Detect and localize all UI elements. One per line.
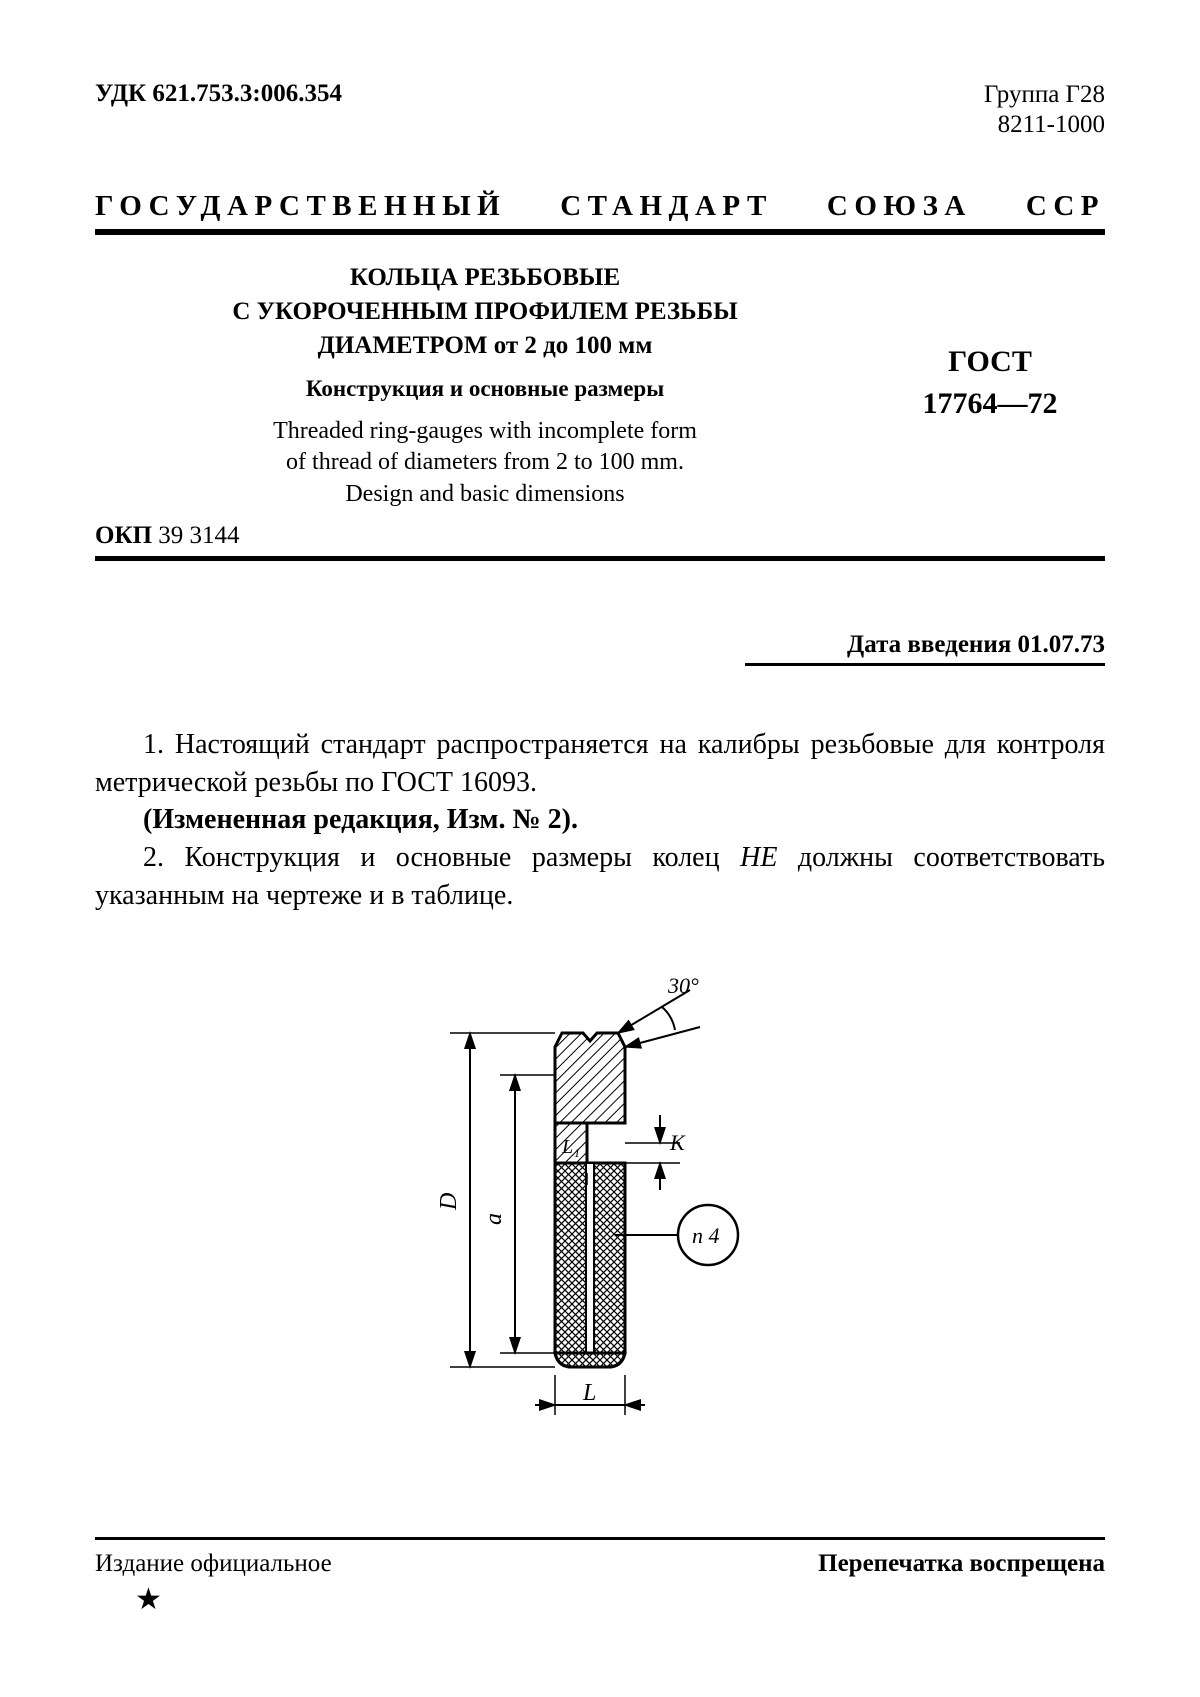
dim-D: D [436, 1033, 555, 1367]
dim-L-label: L [582, 1380, 596, 1406]
banner-rule [95, 229, 1105, 235]
callout-p4: п 4 [615, 1205, 738, 1265]
udk-label: УДК [95, 80, 146, 107]
body-text: 1. Настоящий стандарт распространяется н… [95, 726, 1105, 915]
ru-title: КОЛЬЦА РЕЗЬБОВЫЕ С УКОРОЧЕННЫМ ПРОФИЛЕМ … [107, 261, 863, 362]
okp-row: ОКП 39 3144 [95, 522, 1105, 550]
page: УДК 621.753.3:006.354 Группа Г28 8211-10… [0, 0, 1200, 1697]
banner-title: ГОСУДАРСТВЕННЫЙ СТАНДАРТ СОЮЗА ССР [95, 190, 1105, 223]
dim-L1-label: L₁ [561, 1136, 580, 1158]
footer-row: Издание официальное Перепечатка воспреще… [95, 1550, 1105, 1578]
footer-rule [95, 1537, 1105, 1540]
header-row: УДК 621.753.3:006.354 Группа Г28 8211-10… [95, 80, 1105, 140]
code-text: 8211-1000 [984, 110, 1105, 140]
star-icon: ★ [135, 1582, 1105, 1617]
para-1: 1. Настоящий стандарт распространяется н… [95, 726, 1105, 802]
subtitle: Конструкция и основные размеры [107, 376, 863, 402]
ru-title-line2: С УКОРОЧЕННЫМ ПРОФИЛЕМ РЕЗЬБЫ [107, 295, 863, 329]
dim-D-label: D [436, 1192, 462, 1210]
footer-left: Издание официальное [95, 1550, 332, 1578]
title-left: КОЛЬЦА РЕЗЬБОВЫЕ С УКОРОЧЕННЫМ ПРОФИЛЕМ … [95, 261, 875, 510]
para-2: (Измененная редакция, Изм. № 2). [95, 801, 1105, 839]
para-3a: 2. Конструкция и основные размеры колец [143, 842, 740, 873]
en-line2: of thread of diameters from 2 to 100 mm. [107, 447, 863, 478]
en-title: Threaded ring-gauges with incomplete for… [107, 416, 863, 510]
dim-K: K [625, 1115, 686, 1190]
para-3: 2. Конструкция и основные размеры колец … [95, 839, 1105, 915]
udk-value: 621.753.3:006.354 [152, 80, 342, 107]
mid-rule [95, 556, 1105, 561]
diagram-wrap: 30° L₁ K D [95, 975, 1105, 1445]
udk: УДК 621.753.3:006.354 [95, 80, 342, 140]
en-line3: Design and basic dimensions [107, 479, 863, 510]
dim-L: L [535, 1375, 645, 1415]
dim-a: a [481, 1075, 555, 1353]
group-block: Группа Г28 8211-1000 [984, 80, 1105, 140]
angle-label: 30° [667, 975, 699, 998]
ru-title-line3: ДИАМЕТРОМ от 2 до 100 мм [107, 329, 863, 363]
para-3-ital: НЕ [740, 842, 777, 873]
gost-label: ГОСТ [875, 341, 1105, 383]
footer-right: Перепечатка воспрещена [818, 1550, 1105, 1578]
date-intro: Дата введения 01.07.73 [95, 631, 1105, 659]
ring-gauge-diagram: 30° L₁ K D [390, 975, 810, 1445]
group-text: Группа Г28 [984, 80, 1105, 110]
dim-a-label: a [481, 1213, 507, 1225]
footer: Издание официальное Перепечатка воспреще… [95, 1537, 1105, 1617]
gost-number: 17764—72 [875, 383, 1105, 425]
callout-label: п 4 [692, 1223, 720, 1248]
okp-label: ОКП [95, 522, 152, 549]
mid-rule-wrap [95, 556, 1105, 561]
para-2-text: (Измененная редакция, Изм. № 2). [143, 804, 578, 835]
date-underline [745, 663, 1105, 666]
angle-30: 30° [618, 975, 700, 1047]
en-line1: Threaded ring-gauges with incomplete for… [107, 416, 863, 447]
ru-title-line1: КОЛЬЦА РЕЗЬБОВЫЕ [107, 261, 863, 295]
okp-value: 39 3144 [158, 522, 239, 549]
title-block: КОЛЬЦА РЕЗЬБОВЫЕ С УКОРОЧЕННЫМ ПРОФИЛЕМ … [95, 261, 1105, 510]
gost-block: ГОСТ 17764—72 [875, 261, 1105, 510]
ring-lower [555, 1163, 625, 1367]
dim-K-label: K [669, 1130, 686, 1155]
